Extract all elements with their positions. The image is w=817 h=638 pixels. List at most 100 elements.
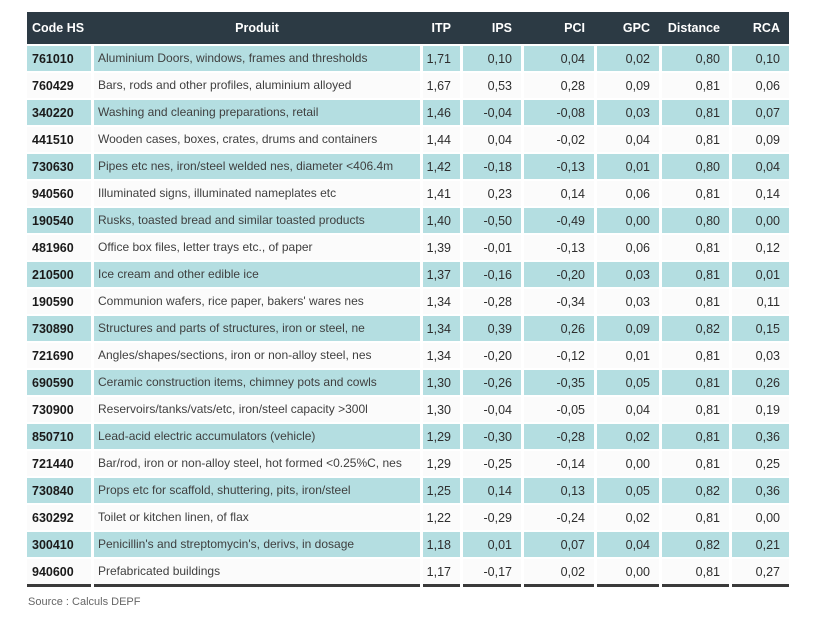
table-row: 481960 Office box files, letter trays et… — [27, 235, 789, 260]
cell-rca: 0,03 — [732, 343, 789, 368]
cell-code-hs: 441510 — [27, 127, 91, 152]
cell-rca: 0,36 — [732, 424, 789, 449]
cell-ips: -0,28 — [463, 289, 521, 314]
cell-gpc: 0,03 — [597, 289, 659, 314]
cell-distance: 0,80 — [662, 208, 729, 233]
cell-pci: -0,20 — [524, 262, 594, 287]
cell-rca: 0,12 — [732, 235, 789, 260]
cell-produit: Penicillin's and streptomycin's, derivs,… — [94, 532, 420, 557]
cell-itp: 1,30 — [423, 397, 460, 422]
cell-rca: 0,01 — [732, 262, 789, 287]
cell-distance: 0,81 — [662, 343, 729, 368]
cell-distance: 0,82 — [662, 316, 729, 341]
cell-code-hs: 721440 — [27, 451, 91, 476]
cell-pci: 0,28 — [524, 73, 594, 98]
cell-rca: 0,27 — [732, 559, 789, 587]
header-cell-produit: Produit — [235, 21, 279, 35]
cell-itp: 1,37 — [423, 262, 460, 287]
cell-pci: -0,02 — [524, 127, 594, 152]
cell-gpc: 0,02 — [597, 46, 659, 71]
cell-produit: Pipes etc nes, iron/steel welded nes, di… — [94, 154, 420, 179]
cell-itp: 1,46 — [423, 100, 460, 125]
table-row: 340220 Washing and cleaning preparations… — [27, 100, 789, 125]
cell-code-hs: 690590 — [27, 370, 91, 395]
table-body: 761010 Aluminium Doors, windows, frames … — [27, 46, 789, 587]
cell-gpc: 0,03 — [597, 100, 659, 125]
cell-distance: 0,81 — [662, 262, 729, 287]
header-cell-code-hs: Code HS — [32, 21, 85, 35]
cell-pci: 0,13 — [524, 478, 594, 503]
cell-code-hs: 730900 — [27, 397, 91, 422]
cell-ips: 0,14 — [463, 478, 521, 503]
cell-gpc: 0,09 — [597, 316, 659, 341]
cell-produit: Props etc for scaffold, shuttering, pits… — [94, 478, 420, 503]
cell-ips: 0,10 — [463, 46, 521, 71]
cell-distance: 0,81 — [662, 127, 729, 152]
header-cell-itp: ITP — [431, 21, 451, 35]
table-row: 721440 Bar/rod, iron or non-alloy steel,… — [27, 451, 789, 476]
cell-produit: Structures and parts of structures, iron… — [94, 316, 420, 341]
cell-ips: -0,20 — [463, 343, 521, 368]
cell-pci: 0,04 — [524, 46, 594, 71]
cell-gpc: 0,09 — [597, 73, 659, 98]
cell-ips: -0,50 — [463, 208, 521, 233]
cell-code-hs: 721690 — [27, 343, 91, 368]
cell-ips: -0,01 — [463, 235, 521, 260]
cell-ips: -0,18 — [463, 154, 521, 179]
cell-itp: 1,18 — [423, 532, 460, 557]
cell-code-hs: 730840 — [27, 478, 91, 503]
table-header: Code HS Produit ITP IPS PCI GPC Distance… — [27, 12, 789, 44]
cell-produit: Prefabricated buildings — [94, 559, 420, 587]
table-row: 850710 Lead-acid electric accumulators (… — [27, 424, 789, 449]
cell-rca: 0,26 — [732, 370, 789, 395]
table-row: 630292 Toilet or kitchen linen, of flax … — [27, 505, 789, 530]
data-table: Code HS Produit ITP IPS PCI GPC Distance… — [27, 12, 789, 608]
table-row: 760429 Bars, rods and other profiles, al… — [27, 73, 789, 98]
cell-distance: 0,81 — [662, 100, 729, 125]
cell-rca: 0,00 — [732, 208, 789, 233]
cell-itp: 1,22 — [423, 505, 460, 530]
table-row: 210500 Ice cream and other edible ice 1,… — [27, 262, 789, 287]
cell-produit: Angles/shapes/sections, iron or non-allo… — [94, 343, 420, 368]
cell-itp: 1,34 — [423, 316, 460, 341]
cell-code-hs: 340220 — [27, 100, 91, 125]
cell-distance: 0,82 — [662, 478, 729, 503]
cell-gpc: 0,01 — [597, 154, 659, 179]
cell-ips: 0,39 — [463, 316, 521, 341]
cell-pci: 0,14 — [524, 181, 594, 206]
cell-code-hs: 940600 — [27, 559, 91, 587]
cell-distance: 0,81 — [662, 424, 729, 449]
table-row: 730900 Reservoirs/tanks/vats/etc, iron/s… — [27, 397, 789, 422]
cell-itp: 1,71 — [423, 46, 460, 71]
source-note: Source : Calculs DEPF — [28, 596, 141, 608]
cell-itp: 1,44 — [423, 127, 460, 152]
cell-produit: Washing and cleaning preparations, retai… — [94, 100, 420, 125]
cell-code-hs: 300410 — [27, 532, 91, 557]
cell-gpc: 0,04 — [597, 532, 659, 557]
cell-pci: -0,28 — [524, 424, 594, 449]
cell-rca: 0,21 — [732, 532, 789, 557]
cell-rca: 0,04 — [732, 154, 789, 179]
cell-pci: -0,24 — [524, 505, 594, 530]
cell-produit: Bar/rod, iron or non-alloy steel, hot fo… — [94, 451, 420, 476]
cell-itp: 1,17 — [423, 559, 460, 587]
cell-rca: 0,06 — [732, 73, 789, 98]
cell-produit: Office box files, letter trays etc., of … — [94, 235, 420, 260]
header-cell-ips: IPS — [491, 21, 512, 35]
table-row: 190540 Rusks, toasted bread and similar … — [27, 208, 789, 233]
cell-pci: 0,07 — [524, 532, 594, 557]
cell-code-hs: 481960 — [27, 235, 91, 260]
cell-ips: 0,04 — [463, 127, 521, 152]
cell-code-hs: 630292 — [27, 505, 91, 530]
cell-distance: 0,82 — [662, 532, 729, 557]
cell-rca: 0,10 — [732, 46, 789, 71]
cell-code-hs: 730630 — [27, 154, 91, 179]
cell-rca: 0,11 — [732, 289, 789, 314]
cell-rca: 0,00 — [732, 505, 789, 530]
cell-produit: Ice cream and other edible ice — [94, 262, 420, 287]
cell-code-hs: 760429 — [27, 73, 91, 98]
cell-produit: Wooden cases, boxes, crates, drums and c… — [94, 127, 420, 152]
cell-gpc: 0,01 — [597, 343, 659, 368]
cell-itp: 1,29 — [423, 424, 460, 449]
cell-pci: -0,14 — [524, 451, 594, 476]
